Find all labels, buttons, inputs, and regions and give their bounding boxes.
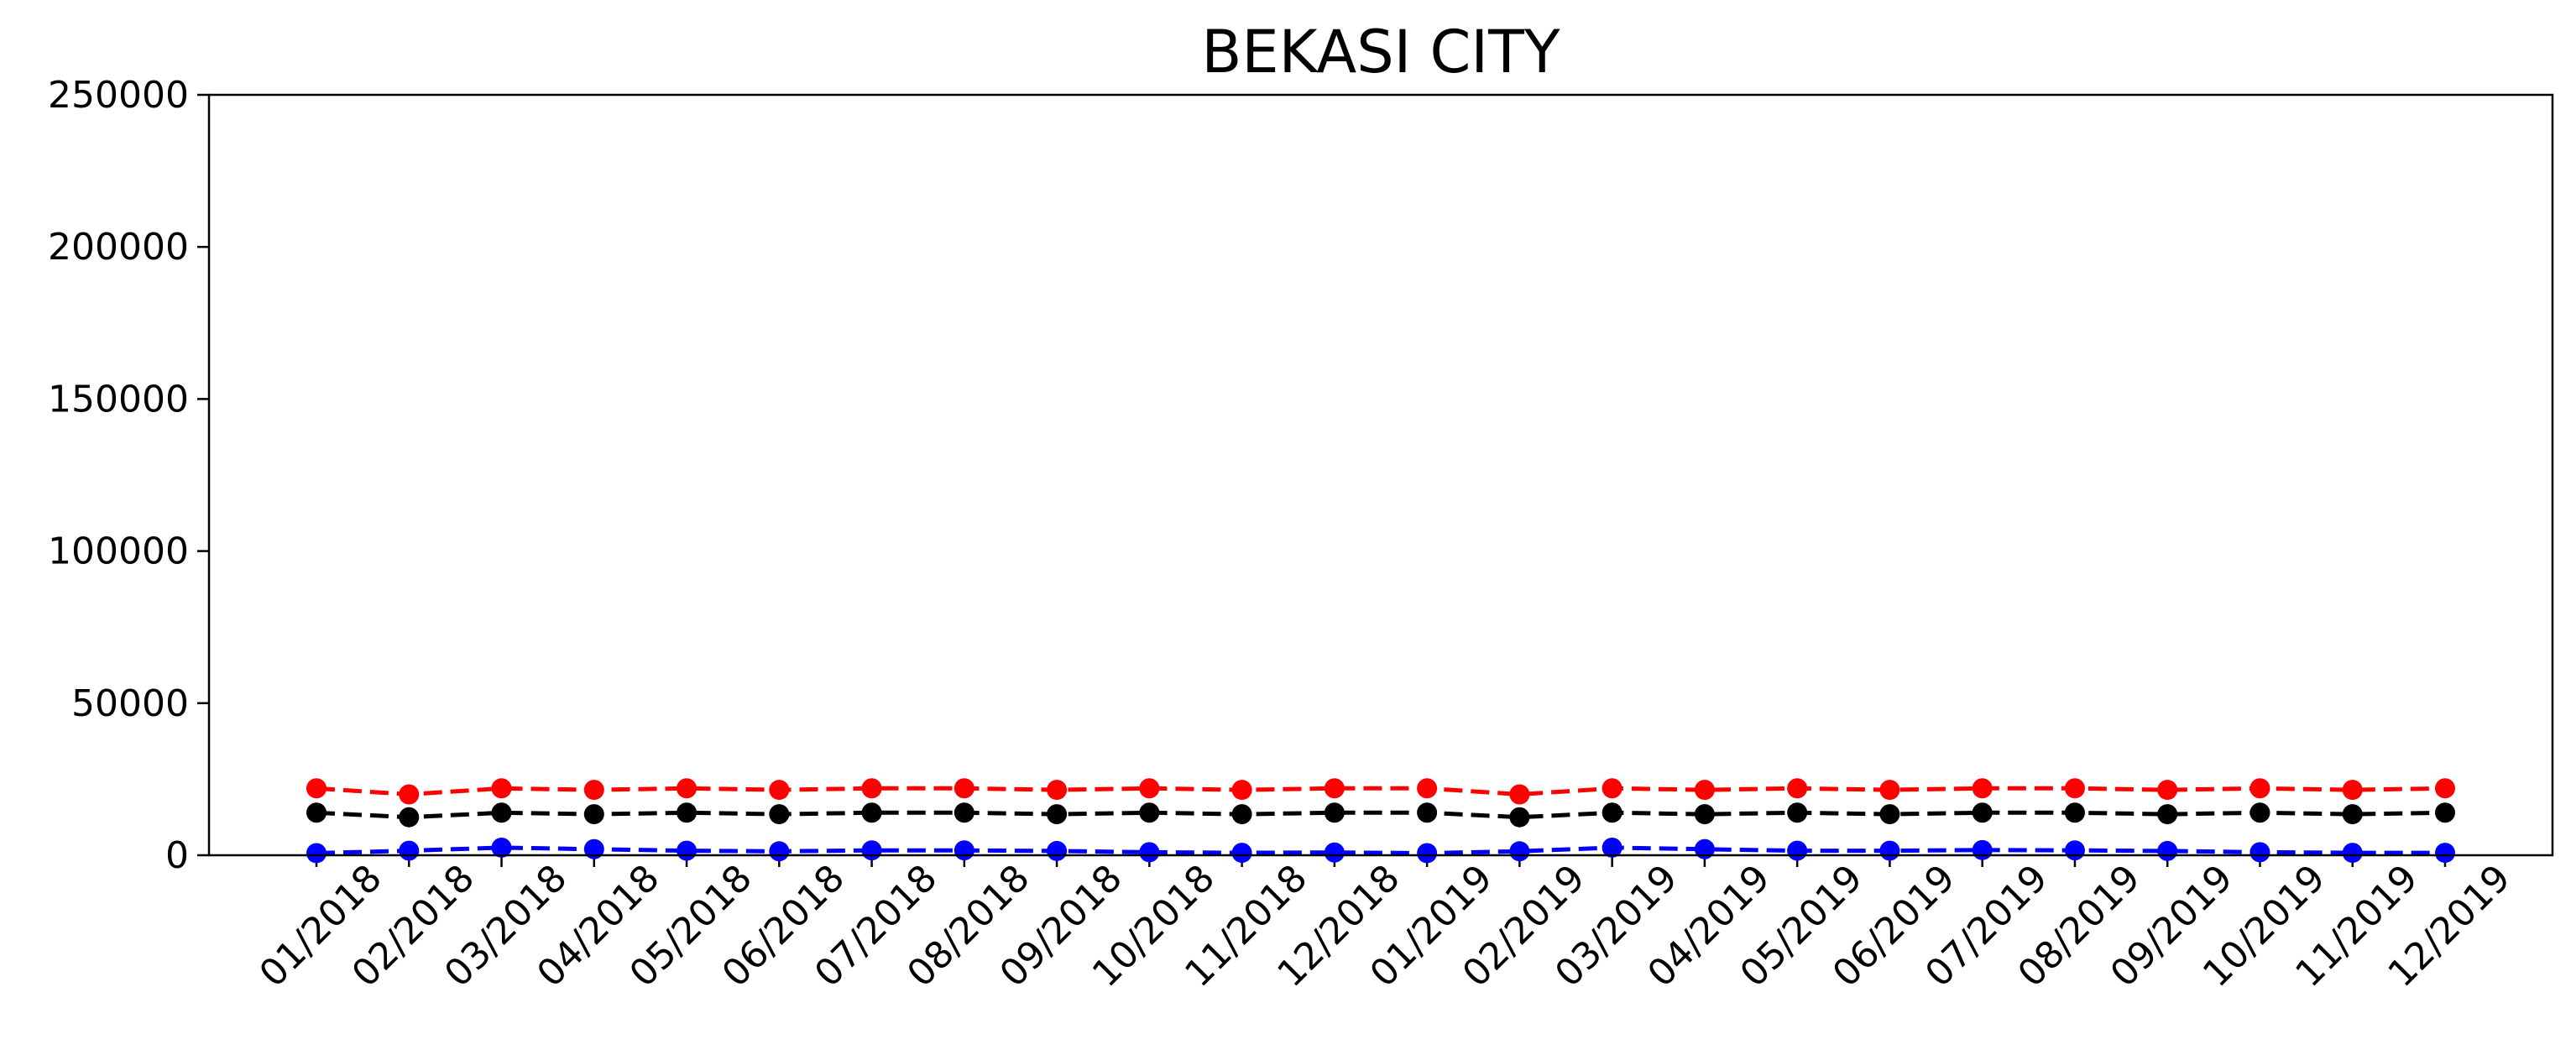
data-point xyxy=(1972,778,1993,799)
data-point xyxy=(1602,802,1622,823)
data-point xyxy=(2157,780,2178,801)
data-point xyxy=(861,840,882,861)
data-point xyxy=(583,780,604,801)
data-point xyxy=(1417,802,1438,823)
data-point xyxy=(2435,802,2455,823)
data-point xyxy=(1231,804,1252,825)
data-point xyxy=(2342,804,2363,825)
y-tick-label: 100000 xyxy=(48,530,189,573)
data-point xyxy=(1509,841,1530,862)
data-point xyxy=(677,840,698,861)
data-point xyxy=(1879,840,1900,861)
data-point xyxy=(954,840,974,861)
data-point xyxy=(1602,837,1622,858)
data-point xyxy=(1047,840,1068,861)
data-point xyxy=(2435,843,2455,864)
data-point xyxy=(491,837,512,858)
data-point xyxy=(1509,807,1530,828)
data-point xyxy=(1972,802,1993,823)
data-point xyxy=(1139,778,1160,799)
series-0 xyxy=(306,778,2455,805)
data-point xyxy=(1879,804,1900,825)
data-point xyxy=(1787,802,1808,823)
data-point xyxy=(1602,778,1622,799)
data-point xyxy=(769,804,790,825)
data-point xyxy=(1231,843,1252,864)
data-point xyxy=(2064,840,2085,861)
data-point xyxy=(306,843,327,864)
data-point xyxy=(2249,842,2270,863)
data-point xyxy=(1047,804,1068,825)
data-point xyxy=(399,807,420,828)
data-point xyxy=(1231,780,1252,801)
data-point xyxy=(399,784,420,805)
data-point xyxy=(1139,802,1160,823)
y-tick-label: 250000 xyxy=(48,74,189,117)
data-point xyxy=(677,802,698,823)
data-point xyxy=(2157,840,2178,861)
data-point xyxy=(861,778,882,799)
data-point xyxy=(1324,778,1345,799)
data-point xyxy=(769,841,790,862)
series-line xyxy=(316,810,2446,820)
y-axis: 0 50000 100000 150000 200000 250000 xyxy=(48,74,209,877)
series-2 xyxy=(306,837,2455,864)
data-point xyxy=(677,778,698,799)
data-point xyxy=(1139,842,1160,863)
data-point xyxy=(1324,842,1345,863)
data-point xyxy=(399,840,420,861)
data-point xyxy=(1694,804,1715,825)
data-point xyxy=(2157,804,2178,825)
data-point xyxy=(861,802,882,823)
data-point xyxy=(1787,778,1808,799)
y-tick-label: 50000 xyxy=(71,682,189,725)
data-point xyxy=(2342,780,2363,801)
series-layer xyxy=(306,778,2455,864)
data-point xyxy=(1509,784,1530,805)
data-point xyxy=(1972,839,1993,860)
data-point xyxy=(1879,780,1900,801)
chart-title: BEKASI CITY xyxy=(1201,18,1560,86)
data-point xyxy=(583,804,604,825)
plot-frame xyxy=(207,93,2554,857)
data-point xyxy=(306,778,327,799)
data-point xyxy=(491,802,512,823)
data-point xyxy=(2249,778,2270,799)
data-point xyxy=(1047,780,1068,801)
data-point xyxy=(306,802,327,823)
data-point xyxy=(491,778,512,799)
data-point xyxy=(2435,778,2455,799)
data-point xyxy=(954,778,974,799)
series-1 xyxy=(306,802,2455,828)
y-tick-label: 150000 xyxy=(48,378,189,420)
data-point xyxy=(954,802,974,823)
series-line xyxy=(316,786,2446,797)
data-point xyxy=(2342,843,2363,864)
series-line xyxy=(316,845,2445,856)
data-point xyxy=(769,780,790,801)
y-tick-label: 200000 xyxy=(48,226,189,269)
data-point xyxy=(1787,840,1808,861)
data-point xyxy=(2064,778,2085,799)
data-point xyxy=(1324,802,1345,823)
y-tick-label: 0 xyxy=(165,834,189,877)
x-axis: 01/201802/201803/201804/201805/201806/20… xyxy=(251,855,2519,995)
data-point xyxy=(1417,778,1438,799)
data-point xyxy=(2064,802,2085,823)
data-point xyxy=(1417,843,1438,864)
data-point xyxy=(1694,780,1715,801)
data-point xyxy=(2249,802,2270,823)
